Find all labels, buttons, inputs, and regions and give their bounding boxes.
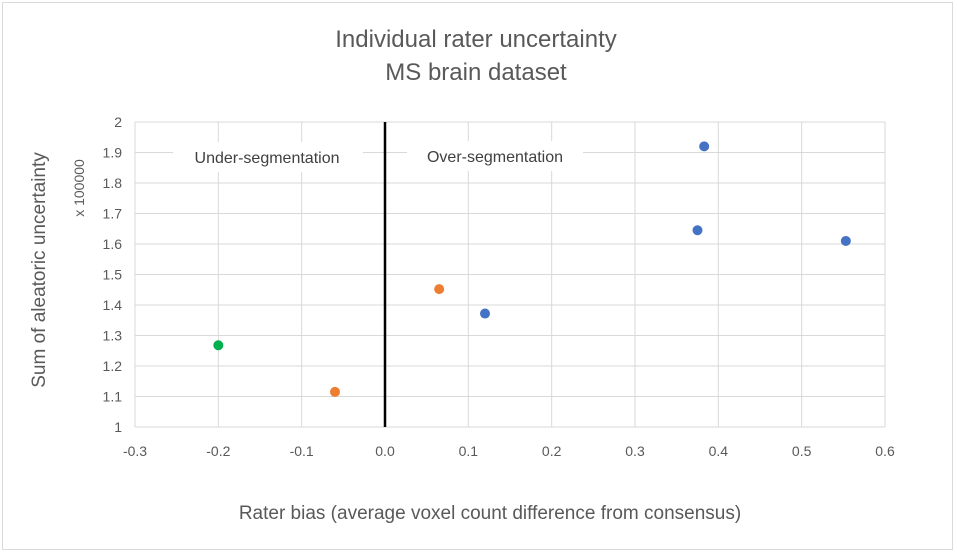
data-point (692, 225, 703, 236)
chart-title: Individual rater uncertainty (335, 26, 616, 53)
data-point (699, 141, 710, 152)
x-tick-label: 0.1 (459, 443, 479, 459)
y-tick-label: 1.1 (103, 389, 123, 405)
x-tick-label: 0.6 (875, 443, 895, 459)
y-tick-label: 1.4 (103, 297, 123, 313)
y-axis-ticks: 1 1.1 1.2 1.3 1.4 1.5 1.6 1.7 1.8 1.9 2 (103, 114, 123, 435)
y-tick-label: 1.8 (103, 175, 123, 191)
data-point (434, 284, 445, 295)
x-axis-ticks: -0.3 -0.2 -0.1 0.0 0.1 0.2 0.3 0.4 0.5 0.6 (123, 443, 895, 459)
data-points (213, 141, 851, 397)
x-tick-label: 0.0 (375, 443, 395, 459)
y-tick-label: 1.9 (103, 145, 123, 161)
data-point (213, 340, 224, 351)
x-axis-title: Rater bias (average voxel count differen… (239, 503, 741, 524)
x-tick-label: -0.3 (123, 443, 147, 459)
annotation-left-bg (173, 142, 363, 172)
y-tick-label: 2 (114, 114, 122, 130)
y-tick-label: 1.2 (103, 358, 123, 374)
y-axis-title: Sum of aleatoric uncertainty (29, 152, 50, 388)
x-tick-label: -0.1 (290, 443, 314, 459)
y-tick-label: 1.5 (103, 267, 123, 283)
x-tick-label: 0.5 (792, 443, 812, 459)
y-tick-label: 1.3 (103, 328, 123, 344)
annotations: Under-segmentation Over-segmentation (173, 141, 583, 172)
annotation-under-segmentation: Under-segmentation (195, 150, 340, 167)
data-point (480, 308, 490, 319)
data-point (840, 235, 851, 246)
x-tick-label: 0.3 (625, 443, 645, 459)
chart-subtitle: MS brain dataset (385, 59, 567, 86)
data-point (330, 386, 340, 397)
y-tick-label: 1 (114, 419, 122, 435)
annotation-over-segmentation: Over-segmentation (427, 149, 563, 166)
x-tick-label: -0.2 (206, 443, 230, 459)
x-tick-label: 0.2 (542, 443, 562, 459)
y-tick-label: 1.7 (103, 206, 123, 222)
annotation-right-bg (407, 141, 583, 171)
x-tick-label: 0.4 (709, 443, 729, 459)
y-axis-unit-label: x 100000 (71, 159, 87, 217)
y-tick-label: 1.6 (103, 236, 123, 252)
